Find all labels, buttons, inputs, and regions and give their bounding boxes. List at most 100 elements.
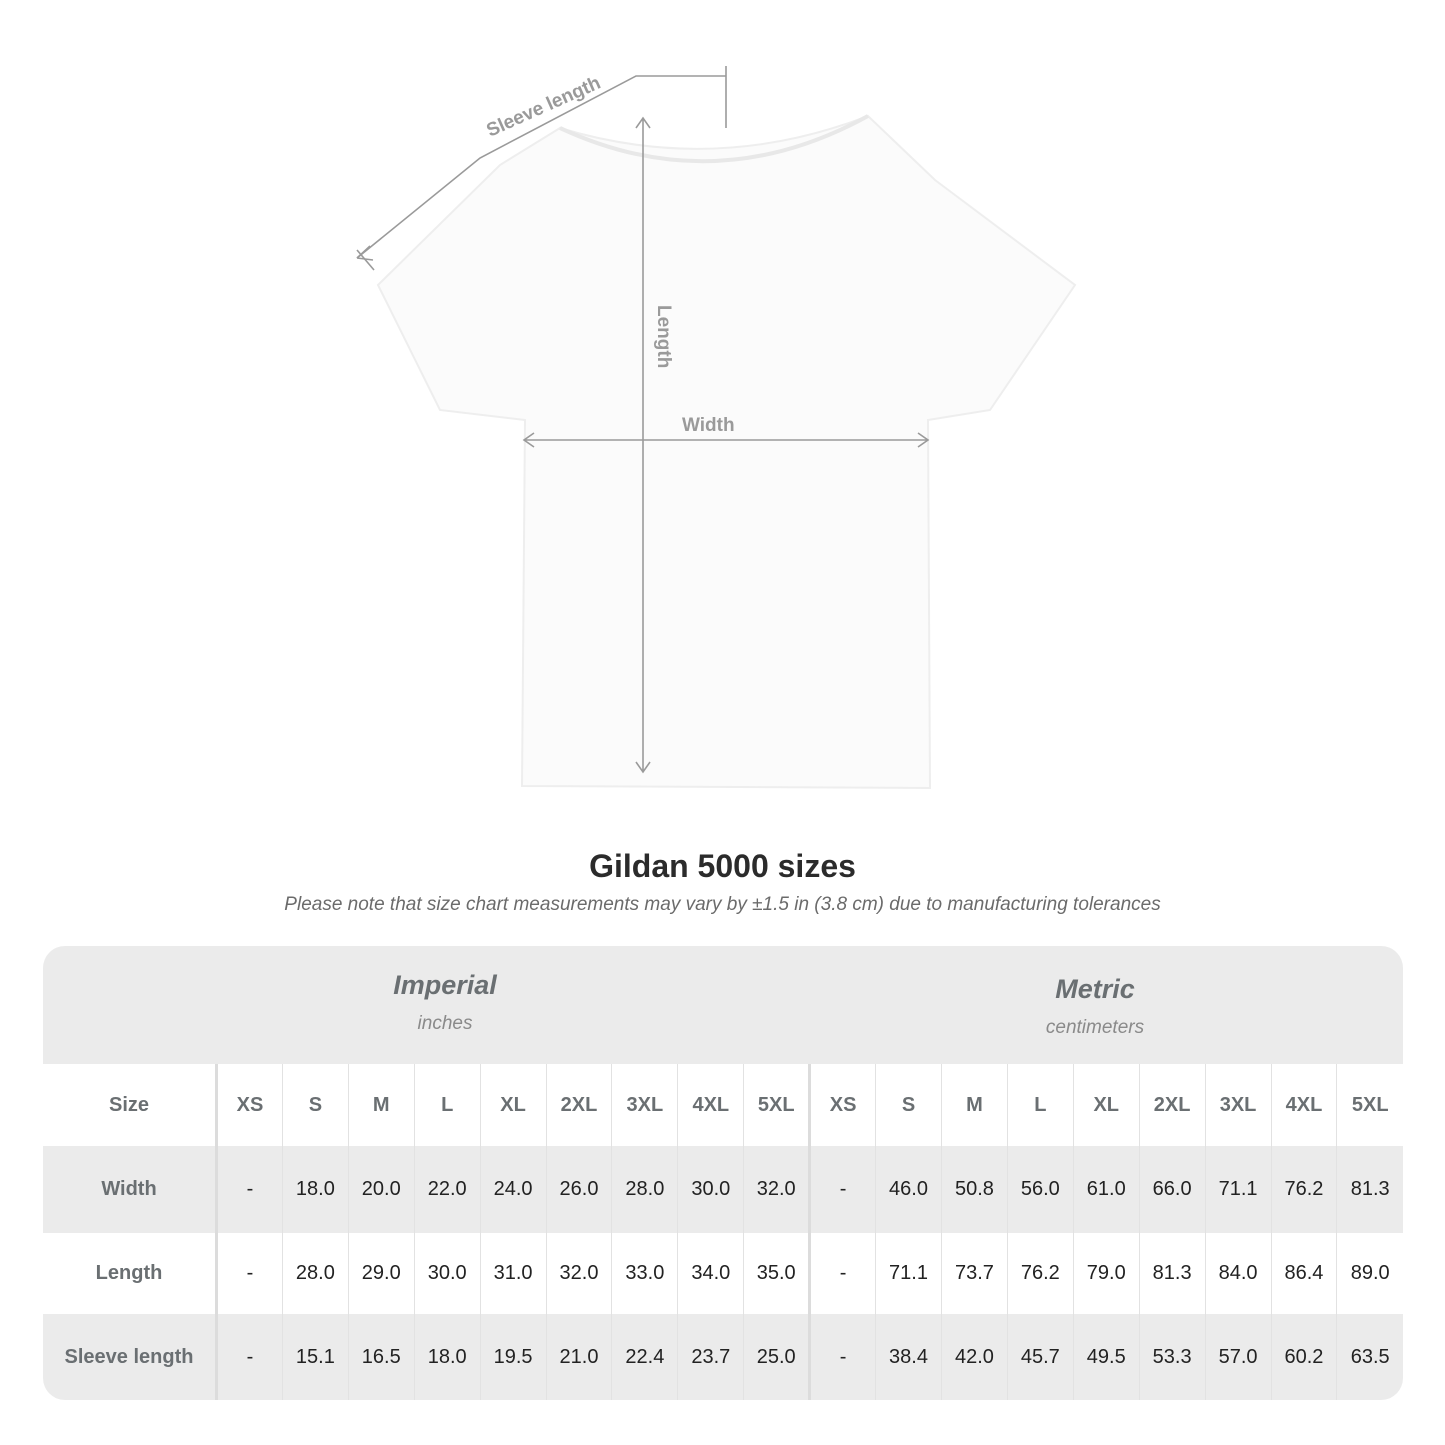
imperial-value: 16.5 bbox=[347, 1314, 415, 1400]
imperial-value: 35.0 bbox=[743, 1233, 810, 1314]
metric-value: 81.3 bbox=[1138, 1233, 1206, 1314]
metric-size-3xl: 3XL bbox=[1204, 1064, 1271, 1146]
size-chart-table: Imperial inches Metric centimeters Size X… bbox=[43, 946, 1403, 1400]
size-header-row: Size XS S M L XL 2XL 3XL 4XL 5XL XS S M L XL 2XL 3XL 4XL 5… bbox=[43, 1064, 1403, 1146]
sleeve-length-label: Sleeve length bbox=[483, 73, 603, 142]
imperial-value: - bbox=[216, 1146, 283, 1233]
imperial-value: 32.0 bbox=[743, 1146, 810, 1233]
metric-value: 63.5 bbox=[1336, 1314, 1403, 1400]
length-label: Length bbox=[653, 305, 674, 368]
metric-value: 56.0 bbox=[1006, 1146, 1074, 1233]
measurements-table: Size XS S M L XL 2XL 3XL 4XL 5XL XS S M L XL 2XL 3XL 4XL 5… bbox=[43, 1064, 1403, 1400]
metric-size-l: L bbox=[1006, 1064, 1074, 1146]
metric-value: 76.2 bbox=[1006, 1233, 1074, 1314]
metric-value: 79.0 bbox=[1072, 1233, 1140, 1314]
metric-value: - bbox=[808, 1314, 876, 1400]
metric-value: 71.1 bbox=[1204, 1146, 1271, 1233]
imperial-value: 28.0 bbox=[281, 1233, 349, 1314]
imperial-title: Imperial bbox=[393, 970, 497, 1000]
imperial-value: 18.0 bbox=[281, 1146, 349, 1233]
imperial-value: 34.0 bbox=[677, 1233, 744, 1314]
metric-value: 50.8 bbox=[940, 1146, 1008, 1233]
imperial-value: 23.7 bbox=[677, 1314, 744, 1400]
metric-value: 60.2 bbox=[1270, 1314, 1337, 1400]
imperial-value: 31.0 bbox=[479, 1233, 547, 1314]
metric-value: - bbox=[808, 1233, 876, 1314]
row-label: Length bbox=[43, 1233, 218, 1314]
table-row-length: Length -28.0 29.0 30.0 31.0 32.0 33.0 34.0 35.0-… bbox=[43, 1233, 1403, 1314]
metric-value: 45.7 bbox=[1006, 1314, 1074, 1400]
collar bbox=[559, 114, 869, 164]
metric-value: 53.3 bbox=[1138, 1314, 1206, 1400]
metric-size-s: S bbox=[875, 1064, 942, 1146]
metric-value: - bbox=[808, 1146, 876, 1233]
metric-value: 71.1 bbox=[875, 1233, 942, 1314]
imperial-size-5xl: 5XL bbox=[743, 1064, 810, 1146]
metric-value: 38.4 bbox=[875, 1314, 942, 1400]
imperial-header: Imperial inches bbox=[215, 970, 675, 1035]
imperial-value: 24.0 bbox=[479, 1146, 547, 1233]
imperial-size-2xl: 2XL bbox=[545, 1064, 612, 1146]
metric-size-2xl: 2XL bbox=[1138, 1064, 1206, 1146]
metric-title: Metric bbox=[1055, 974, 1135, 1004]
metric-size-xl: XL bbox=[1072, 1064, 1140, 1146]
imperial-value: 28.0 bbox=[611, 1146, 678, 1233]
imperial-size-s: S bbox=[281, 1064, 349, 1146]
metric-value: 84.0 bbox=[1204, 1233, 1271, 1314]
size-label: Size bbox=[43, 1064, 218, 1146]
metric-value: 86.4 bbox=[1270, 1233, 1337, 1314]
length-measure-line bbox=[635, 116, 651, 774]
imperial-value: 22.0 bbox=[413, 1146, 481, 1233]
imperial-value: 32.0 bbox=[545, 1233, 612, 1314]
tshirt-shape bbox=[376, 114, 1077, 790]
tolerance-note: Please note that size chart measurements… bbox=[284, 894, 1161, 915]
metric-size-4xl: 4XL bbox=[1270, 1064, 1337, 1146]
imperial-unit: inches bbox=[417, 1013, 473, 1034]
imperial-value: 29.0 bbox=[347, 1233, 415, 1314]
metric-value: 61.0 bbox=[1072, 1146, 1140, 1233]
imperial-value: 30.0 bbox=[413, 1233, 481, 1314]
metric-value: 42.0 bbox=[940, 1314, 1008, 1400]
imperial-value: 22.4 bbox=[611, 1314, 678, 1400]
imperial-value: 15.1 bbox=[281, 1314, 349, 1400]
page-title: Gildan 5000 sizes bbox=[589, 848, 856, 884]
table-row-width: Width -18.0 20.0 22.0 24.0 26.0 28.0 30.0 32.0-4… bbox=[43, 1146, 1403, 1233]
metric-value: 66.0 bbox=[1138, 1146, 1206, 1233]
imperial-value: 21.0 bbox=[545, 1314, 612, 1400]
metric-value: 46.0 bbox=[875, 1146, 942, 1233]
imperial-size-m: M bbox=[347, 1064, 415, 1146]
imperial-value: 20.0 bbox=[347, 1146, 415, 1233]
imperial-value: 33.0 bbox=[611, 1233, 678, 1314]
metric-value: 76.2 bbox=[1270, 1146, 1337, 1233]
metric-size-xs: XS bbox=[808, 1064, 876, 1146]
metric-value: 81.3 bbox=[1336, 1146, 1403, 1233]
imperial-size-xs: XS bbox=[216, 1064, 283, 1146]
metric-value: 73.7 bbox=[940, 1233, 1008, 1314]
imperial-size-4xl: 4XL bbox=[677, 1064, 744, 1146]
width-label: Width bbox=[682, 415, 735, 436]
imperial-value: 19.5 bbox=[479, 1314, 547, 1400]
imperial-value: 25.0 bbox=[743, 1314, 810, 1400]
sleeve-measure-line bbox=[356, 75, 726, 259]
metric-value: 89.0 bbox=[1336, 1233, 1403, 1314]
unit-system-header: Imperial inches Metric centimeters bbox=[43, 946, 1403, 1064]
imperial-value: - bbox=[216, 1314, 283, 1400]
width-measure-line bbox=[522, 432, 930, 448]
table-row-sleeve-length: Sleeve length -15.1 16.5 18.0 19.5 21.0 22.4 23… bbox=[43, 1314, 1403, 1400]
metric-size-m: M bbox=[940, 1064, 1008, 1146]
metric-header: Metric centimeters bbox=[865, 974, 1325, 1039]
metric-unit: centimeters bbox=[1045, 1017, 1145, 1038]
imperial-value: 26.0 bbox=[545, 1146, 612, 1233]
tshirt-diagram: Sleeve length Length Width bbox=[356, 66, 1077, 790]
metric-size-5xl: 5XL bbox=[1336, 1064, 1403, 1146]
metric-value: 57.0 bbox=[1204, 1314, 1271, 1400]
imperial-value: 18.0 bbox=[413, 1314, 481, 1400]
imperial-value: 30.0 bbox=[677, 1146, 744, 1233]
row-label: Width bbox=[43, 1146, 218, 1233]
imperial-value: - bbox=[216, 1233, 283, 1314]
metric-value: 49.5 bbox=[1072, 1314, 1140, 1400]
row-label: Sleeve length bbox=[43, 1314, 218, 1400]
imperial-size-xl: XL bbox=[479, 1064, 547, 1146]
imperial-size-l: L bbox=[413, 1064, 481, 1146]
imperial-size-3xl: 3XL bbox=[611, 1064, 678, 1146]
